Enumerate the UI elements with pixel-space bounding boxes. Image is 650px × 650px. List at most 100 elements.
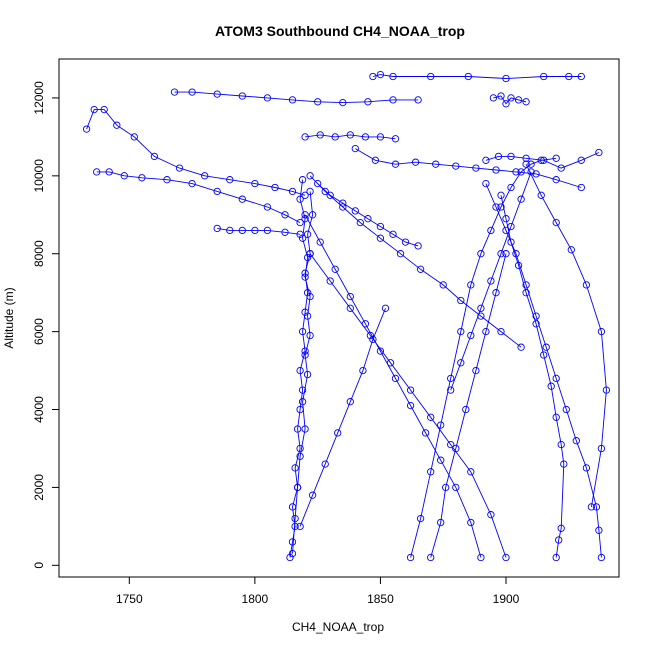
data-point [532,170,540,178]
data-point [497,203,505,211]
data-point [334,429,342,437]
data-point [263,226,272,235]
data-point [437,518,445,527]
data-point [507,152,515,161]
data-point [552,374,560,383]
data-point [522,289,530,297]
data-point [346,398,354,406]
data-point [281,211,289,219]
series-line [174,91,419,104]
data-point [489,94,498,102]
data-point [482,156,490,164]
data-point [303,370,312,379]
series-line [450,171,532,391]
series-line [292,179,311,554]
data-point [288,187,297,196]
data-point [251,179,259,188]
data-point [301,211,309,219]
data-point [376,133,385,141]
data-point [369,72,377,81]
data-point [547,382,555,390]
data-point [552,218,560,227]
data-point [351,144,359,153]
data-point [339,203,347,211]
data-point [414,242,422,250]
data-point [487,511,495,519]
series-line [309,253,507,558]
data-point [359,366,367,375]
y-tick-label: 2000 [32,474,46,501]
data-point [301,133,309,141]
y-tick-label: 0 [32,562,46,569]
series-line [217,227,301,235]
data-point [293,483,302,492]
data-point [514,96,523,104]
data-point [316,238,324,246]
data-point [527,168,535,176]
data-point [271,183,279,192]
data-point [492,203,500,211]
data-point [331,265,339,273]
x-axis-label: CH4_NOAA_trop [292,620,384,634]
data-point [306,250,314,258]
data-point [346,292,354,301]
data-point [306,292,314,301]
data-point [150,152,159,161]
data-point [226,226,234,235]
data-point [592,503,601,511]
data-point [381,304,390,312]
data-point [560,460,568,468]
data-point [369,335,377,344]
data-point [487,277,495,285]
data-point [356,218,364,227]
data-point [366,331,375,340]
series-line [304,214,482,558]
data-point [477,553,485,562]
data-point [572,437,580,445]
data-point [391,160,400,168]
data-point [288,96,297,104]
data-point [447,374,455,383]
data-point [163,176,171,184]
data-point [482,327,490,336]
data-point [439,281,447,289]
data-point [306,187,314,196]
data-point [213,90,221,98]
data-point [364,98,372,106]
data-point [432,160,440,168]
y-tick-label: 8000 [32,240,46,267]
data-point [507,222,515,231]
data-point [361,133,370,141]
data-point [288,538,297,546]
series-line [525,164,607,507]
data-point [296,444,304,453]
data-point [552,553,560,562]
data-point [587,503,596,511]
data-point [308,211,317,219]
data-point [100,105,108,114]
data-point [492,166,500,174]
data-point [263,94,272,102]
series-line [430,253,507,558]
data-point [201,172,209,180]
data-point [565,72,573,81]
data-point [90,105,98,114]
data-point [188,179,196,188]
data-point [472,164,480,172]
data-point [389,96,397,104]
data-point [406,553,415,562]
data-point [296,366,304,375]
data-point [497,191,505,199]
data-point [303,312,312,320]
data-point [464,72,472,81]
data-point [582,464,591,472]
data-point [452,162,460,170]
data-point [532,312,540,320]
data-point [213,187,221,196]
data-point [427,413,435,421]
data-point [298,398,307,406]
data-point [512,168,520,176]
data-point [507,238,515,246]
data-point [447,440,455,449]
data-point [577,183,585,192]
